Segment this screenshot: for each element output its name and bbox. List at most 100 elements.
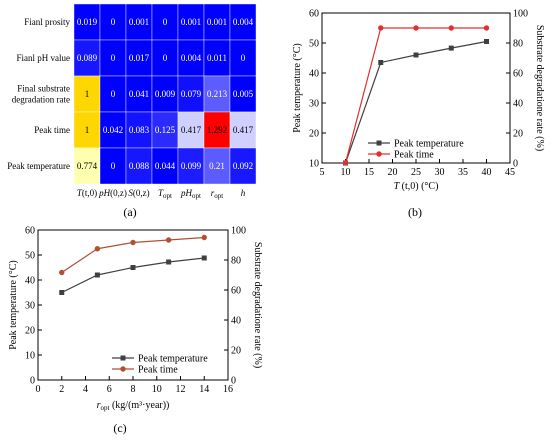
- heatmap-cell: [125, 3, 153, 41]
- heatmap-cell: [203, 111, 231, 149]
- y2-tick-label: 60: [231, 286, 241, 297]
- heatmap-cell: [177, 3, 205, 41]
- heatmap-cell-value: 0.017: [129, 53, 150, 63]
- column-label-base: r: [211, 188, 215, 198]
- y2-tick-label: 100: [231, 226, 246, 237]
- y2-tick-label: 80: [513, 39, 523, 50]
- legend-entry: Peak temperature: [138, 354, 208, 365]
- heatmap-row-label: Fianl pH value: [17, 53, 71, 63]
- heatmap-cell: [125, 75, 153, 113]
- y2-tick-label: 20: [231, 346, 241, 357]
- heatmap-cell-value: 0.005: [233, 89, 254, 99]
- legend-entry: Peak time: [138, 365, 178, 376]
- y-axis-title: Peak temperature (°C): [8, 260, 19, 350]
- x-tick-label: 16: [223, 384, 233, 395]
- column-label-base: pH: [98, 188, 111, 198]
- heatmap-cell: [73, 111, 101, 149]
- heatmap-cell: [73, 147, 101, 185]
- y2-tick-label: 0: [231, 376, 236, 387]
- heatmap-cell-value: 0.774: [77, 161, 98, 171]
- x-tick-label: 30: [435, 167, 445, 178]
- heatmap-cell-value: 0.042: [103, 125, 123, 135]
- heatmap-cell-value: 0.083: [129, 125, 150, 135]
- x-tick-label: 8: [131, 384, 136, 395]
- heatmap-cell: [99, 111, 127, 149]
- heatmap-cell: [99, 3, 127, 41]
- x-axis-title-rest: (t,0) (°C): [399, 181, 438, 192]
- heatmap-cell-value: 1: [85, 125, 90, 135]
- heatmap-cell-value: 0: [163, 17, 168, 27]
- heatmap-cell-value: 0.099: [181, 161, 202, 171]
- data-point: [201, 255, 207, 261]
- x-tick-label: 6: [107, 384, 112, 395]
- heatmap-cell: [177, 75, 205, 113]
- heatmap-column-label: h: [241, 188, 246, 198]
- x-axis-title-var: r: [97, 400, 101, 411]
- heatmap-cell-value: 0: [111, 161, 116, 171]
- y2-tick-label: 80: [231, 256, 241, 267]
- x-tick-label: 35: [458, 167, 468, 178]
- legend-entry: Peak temperature: [394, 139, 464, 150]
- heatmap-cell-value: 0.001: [207, 17, 227, 27]
- x-tick-label: 20: [388, 167, 398, 178]
- x-tick-label: 15: [364, 167, 374, 178]
- heatmap-cell-value: 0.079: [181, 89, 202, 99]
- y-tick-label: 0: [30, 376, 35, 387]
- heatmap-column-label: pHopt: [180, 188, 201, 200]
- y2-axis-title: Substrate degradatione rate (%): [252, 242, 263, 368]
- heatmap-cell-value: 0.001: [129, 17, 149, 27]
- y-tick-label: 30: [309, 99, 319, 110]
- heatmap-cell-value: 0.21: [209, 161, 225, 171]
- line-chart-panel-1: 5 10 15 20 25 30 35 40 4510203040506002040608010…: [292, 9, 545, 193]
- heatmap-cell-value: 0.089: [77, 53, 98, 63]
- heatmap-cell: [203, 147, 231, 185]
- x-axis-title-var: T: [394, 181, 401, 192]
- y-tick-label: 40: [25, 276, 35, 287]
- x-tick-label: 14: [199, 384, 209, 395]
- column-label-sub: opt: [214, 192, 223, 200]
- column-label-base: S: [128, 188, 133, 198]
- y2-tick-label: 40: [513, 99, 523, 110]
- y-tick-label: 50: [309, 39, 319, 50]
- x-tick-label: 10: [152, 384, 162, 395]
- heatmap-cell-value: 0: [111, 53, 116, 63]
- heatmap-column-label: S(0,z): [128, 188, 149, 198]
- heatmap-cell-value: 0.004: [181, 53, 202, 63]
- legend-marker: [376, 140, 382, 146]
- column-label-paren: (0,z): [133, 188, 150, 198]
- heatmap-cell: [73, 39, 101, 77]
- heatmap-row-label: Final substrate: [17, 84, 70, 94]
- line-chart-panel-2: 0 2 4 6 8 10 12 14 160102030405060020406080100Pe…: [8, 226, 263, 413]
- legend-marker: [376, 151, 382, 157]
- y-tick-label: 40: [309, 69, 319, 80]
- data-point: [94, 246, 101, 252]
- data-point: [166, 259, 172, 265]
- heatmap-cell: [99, 75, 127, 113]
- heatmap-panel: 0.019 0 0.001 0 0.001 0.001 0.004 Fianl prosity…: [7, 3, 257, 219]
- heatmap-cell: [73, 3, 101, 41]
- legend-marker: [120, 355, 126, 361]
- heatmap-cell: [229, 39, 257, 77]
- data-point: [448, 25, 454, 31]
- heatmap-cell: [203, 3, 231, 41]
- x-tick-label: 45: [505, 167, 515, 178]
- legend-marker: [120, 366, 126, 372]
- heatmap-cell: [203, 75, 231, 113]
- y-tick-label: 30: [25, 301, 35, 312]
- y2-tick-label: 60: [513, 69, 523, 80]
- data-point: [59, 269, 65, 276]
- x-tick-label: 2: [59, 384, 64, 395]
- data-point: [201, 234, 207, 241]
- series-line: [61, 257, 205, 294]
- heatmap-cell: [125, 39, 153, 77]
- heatmap-row-label: Fianl prosity: [24, 17, 70, 27]
- column-label-paren: (0,z): [110, 188, 127, 198]
- y2-tick-label: 0: [513, 159, 518, 170]
- data-point: [378, 25, 384, 31]
- heatmap-cell: [203, 39, 231, 77]
- y2-axis-title: Substrate degradatione rate (%): [534, 25, 545, 151]
- heatmap-cell-value: 0.213: [207, 89, 228, 99]
- heatmap-cell: [177, 39, 205, 77]
- heatmap-cell-value: 0.011: [207, 53, 227, 63]
- heatmap-row-label: degradation rate: [12, 95, 70, 105]
